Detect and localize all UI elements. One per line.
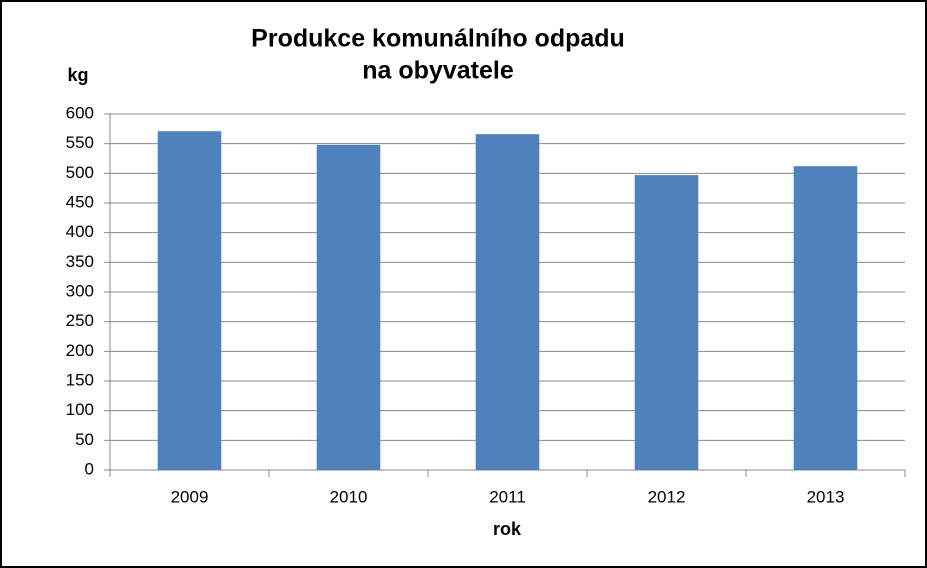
y-tick-label: 200 (66, 341, 94, 360)
bar (316, 144, 381, 470)
y-tick-label: 150 (66, 370, 94, 389)
chart-title: na obyvatele (362, 57, 514, 85)
y-tick-label: 300 (66, 281, 94, 300)
bar (475, 134, 540, 470)
y-tick-label: 600 (66, 103, 94, 122)
y-tick-label: 350 (66, 252, 94, 271)
y-tick-label: 250 (66, 311, 94, 330)
x-tick-label: 2011 (489, 487, 526, 506)
bar (793, 166, 858, 471)
y-tick-label: 550 (66, 133, 94, 152)
y-tick-label: 0 (85, 459, 94, 478)
y-tick-label: 100 (66, 400, 94, 419)
y-tick-label: 450 (66, 192, 94, 211)
x-tick-label: 2013 (807, 487, 845, 506)
y-axis-title: kg (67, 65, 88, 85)
chart-title: Produkce komunálního odpadu (251, 25, 625, 53)
y-tick-label: 500 (66, 163, 94, 182)
x-axis-title: rok (493, 519, 522, 539)
y-tick-label: 50 (75, 430, 94, 449)
y-tick-label: 400 (66, 222, 94, 241)
bar (634, 175, 699, 470)
x-tick-label: 2010 (330, 487, 368, 506)
bar (157, 131, 222, 470)
x-tick-label: 2012 (648, 487, 686, 506)
x-tick-label: 2009 (171, 487, 209, 506)
